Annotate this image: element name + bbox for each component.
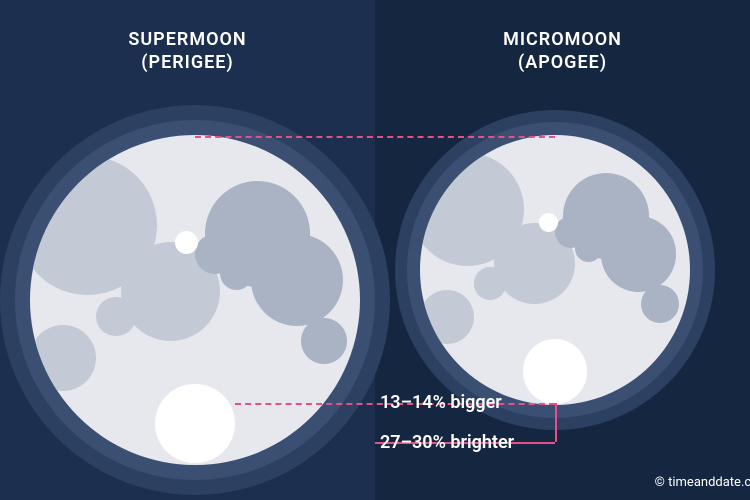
credit-text: © timeanddate.com [655, 475, 750, 490]
title-line1: SUPERMOON [128, 29, 246, 50]
stat-brighter: 27–30% brighter [380, 432, 514, 453]
micromoon-title: MICROMOON (APOGEE) [375, 28, 750, 75]
title-line1: MICROMOON [503, 29, 622, 50]
supermoon-title: SUPERMOON (PERIGEE) [0, 28, 375, 75]
title-line2: (PERIGEE) [141, 52, 233, 73]
title-line2: (APOGEE) [518, 52, 607, 73]
stat-bigger: 13–14% bigger [380, 392, 502, 413]
